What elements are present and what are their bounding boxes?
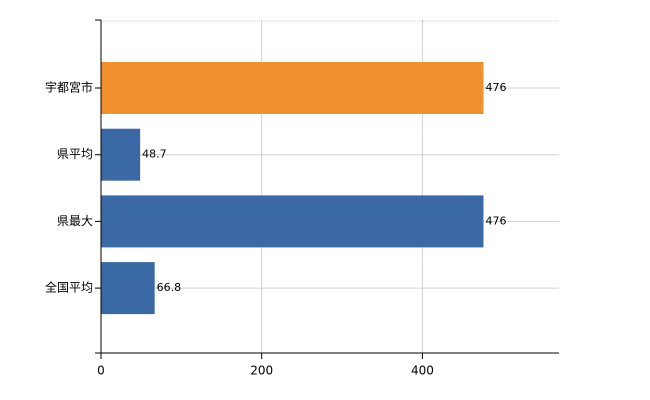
bar: [101, 62, 484, 114]
x-tick-label: 400: [411, 364, 434, 378]
value-label: 476: [485, 214, 506, 227]
y-tick-label: 宇都宮市: [45, 80, 93, 95]
value-label: 476: [485, 81, 506, 94]
bar: [101, 195, 484, 248]
value-label: 48.7: [142, 148, 167, 161]
x-tick-label: 0: [97, 364, 105, 378]
y-tick-label: 全国平均: [45, 280, 93, 295]
value-label: 66.8: [157, 281, 182, 294]
bar: [101, 128, 141, 181]
bar: [101, 262, 155, 315]
y-tick-label: 県平均: [57, 147, 93, 161]
y-tick-label: 県最大: [57, 214, 93, 228]
x-tick-label: 200: [250, 364, 273, 378]
